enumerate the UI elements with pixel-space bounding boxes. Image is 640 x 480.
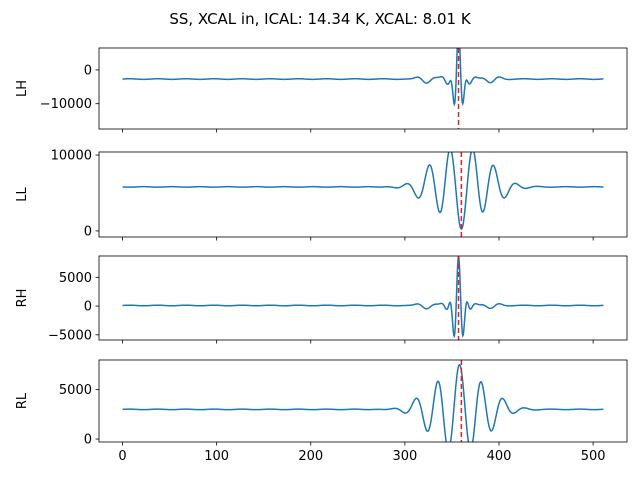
x-tick-label: 400 xyxy=(487,449,512,464)
y-tick-label: 0 xyxy=(84,300,92,315)
y-axis-label: LH xyxy=(15,80,30,97)
series-line-lh xyxy=(122,48,604,107)
x-tick-label: 0 xyxy=(118,449,126,464)
axes-frame xyxy=(98,255,628,341)
series-line-ll xyxy=(122,152,604,230)
y-tick-label: 0 xyxy=(84,63,92,78)
series-line-rl xyxy=(122,363,604,442)
series-line-rh xyxy=(122,256,604,339)
x-tick-label: 100 xyxy=(204,449,229,464)
x-tick-label: 300 xyxy=(392,449,417,464)
panel-rh: −5000 0 5000 RH xyxy=(15,255,628,344)
panels: 0 −10000 LH 0 10000 LL −5000 0 5000 RH 0 5000 0 100 20… xyxy=(15,47,628,464)
panel-ll: 0 10000 LL xyxy=(15,149,628,241)
x-tick-label: 500 xyxy=(581,449,606,464)
y-tick-label: 5000 xyxy=(59,383,92,398)
y-tick-label: 5000 xyxy=(59,271,92,286)
y-axis-label: RH xyxy=(15,289,30,308)
panel-rl: 0 5000 0 100 200 300 400 500 RL xyxy=(15,359,628,464)
axes-frame xyxy=(98,151,628,238)
x-tick-label: 200 xyxy=(298,449,323,464)
axes-frame xyxy=(98,359,628,443)
y-tick-label: −10000 xyxy=(40,97,92,112)
figure-title: SS, XCAL in, ICAL: 14.34 K, XCAL: 8.01 K xyxy=(169,10,472,28)
y-axis-label: LL xyxy=(15,187,30,202)
panel-lh: 0 −10000 LH xyxy=(15,47,628,133)
y-tick-label: 0 xyxy=(84,433,92,448)
y-tick-label: 10000 xyxy=(51,149,92,164)
axes-frame xyxy=(98,47,628,130)
y-tick-label: 0 xyxy=(84,224,92,239)
y-axis-label: RL xyxy=(15,392,30,409)
y-tick-label: −5000 xyxy=(48,328,92,343)
